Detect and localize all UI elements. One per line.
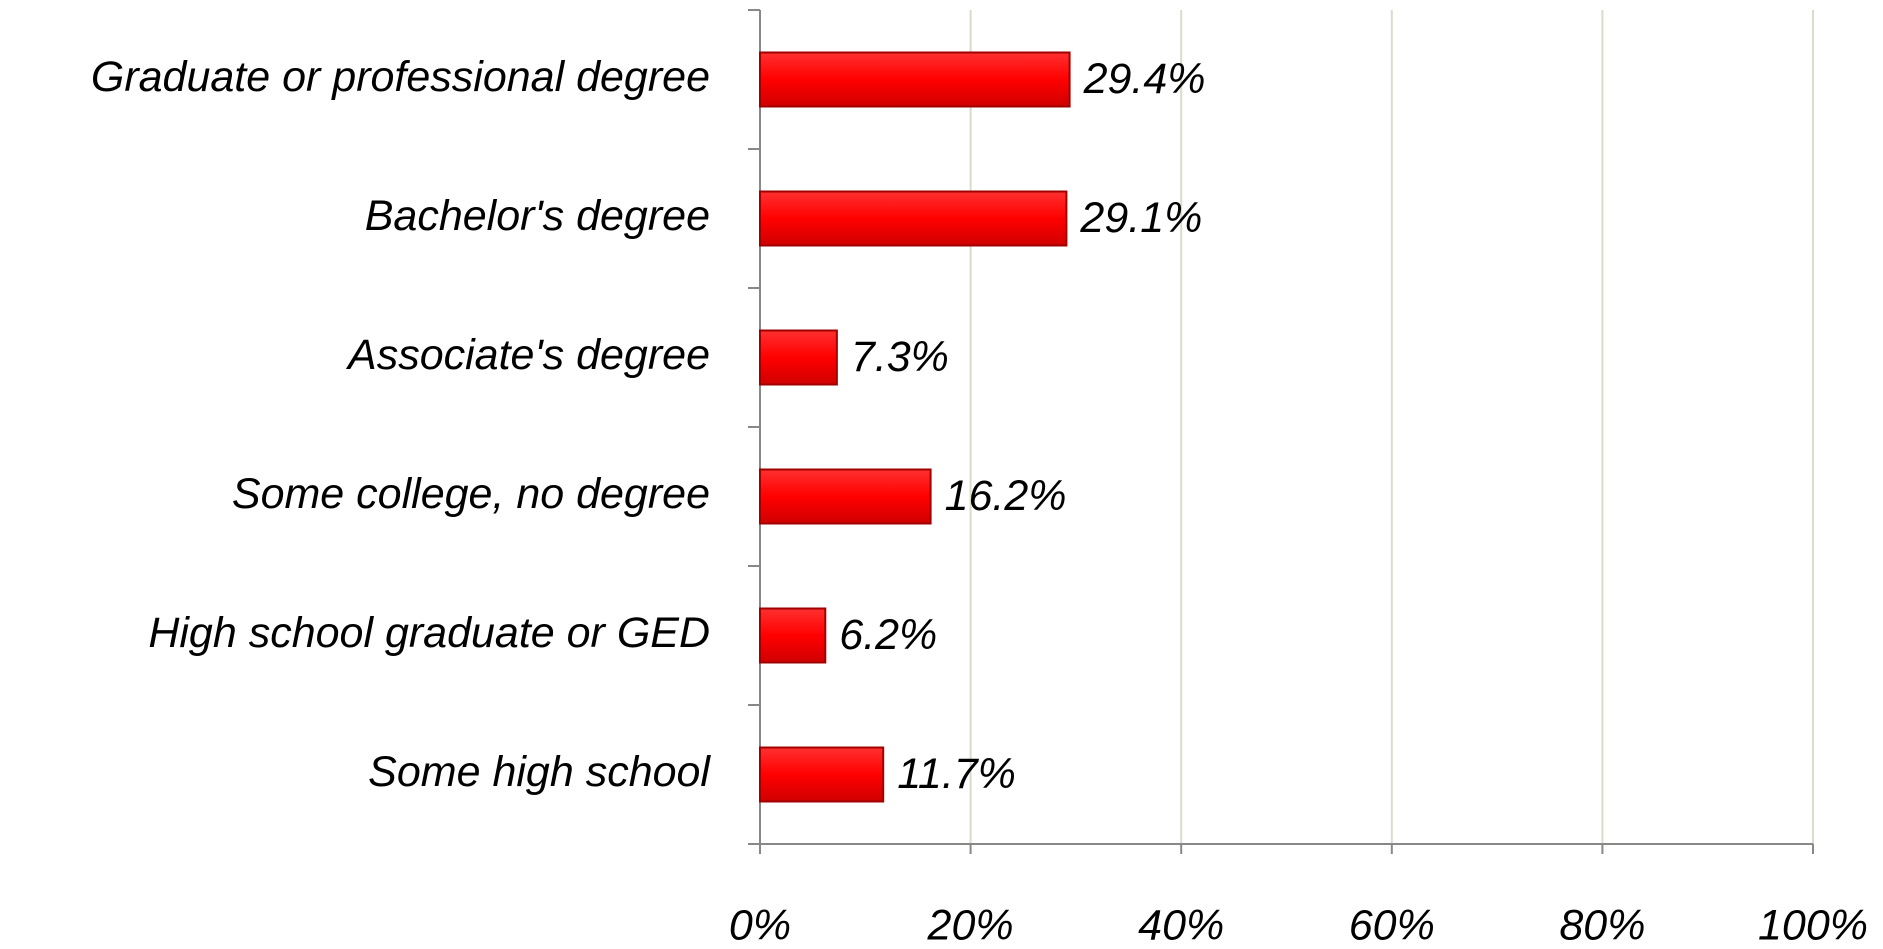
data-label: 29.4% — [1083, 55, 1206, 103]
bar — [759, 468, 932, 525]
data-label: 29.1% — [1079, 194, 1202, 242]
x-tick-label: 40% — [1138, 901, 1224, 949]
y-tick-label: High school graduate or GED — [148, 609, 710, 657]
y-tick-label: Associate's degree — [345, 331, 710, 379]
bar — [759, 746, 885, 803]
x-tick-label: 60% — [1349, 901, 1435, 949]
data-label: 16.2% — [945, 472, 1067, 520]
y-tick-label: Some high school — [368, 748, 711, 796]
y-tick-label: Bachelor's degree — [365, 192, 710, 240]
bar — [759, 51, 1071, 108]
data-label: 11.7% — [897, 750, 1016, 798]
bar — [759, 607, 827, 664]
x-tick-label: 20% — [927, 901, 1014, 949]
data-label: 6.2% — [839, 611, 937, 659]
bar — [759, 329, 838, 386]
x-tick-label: 0% — [729, 901, 791, 949]
y-tick-label: Graduate or professional degree — [91, 53, 710, 101]
x-tick-label: 80% — [1559, 901, 1645, 949]
bar — [759, 190, 1068, 247]
x-tick-label: 100% — [1758, 901, 1868, 949]
data-label: 7.3% — [851, 333, 949, 381]
y-tick-label: Some college, no degree — [232, 470, 710, 518]
